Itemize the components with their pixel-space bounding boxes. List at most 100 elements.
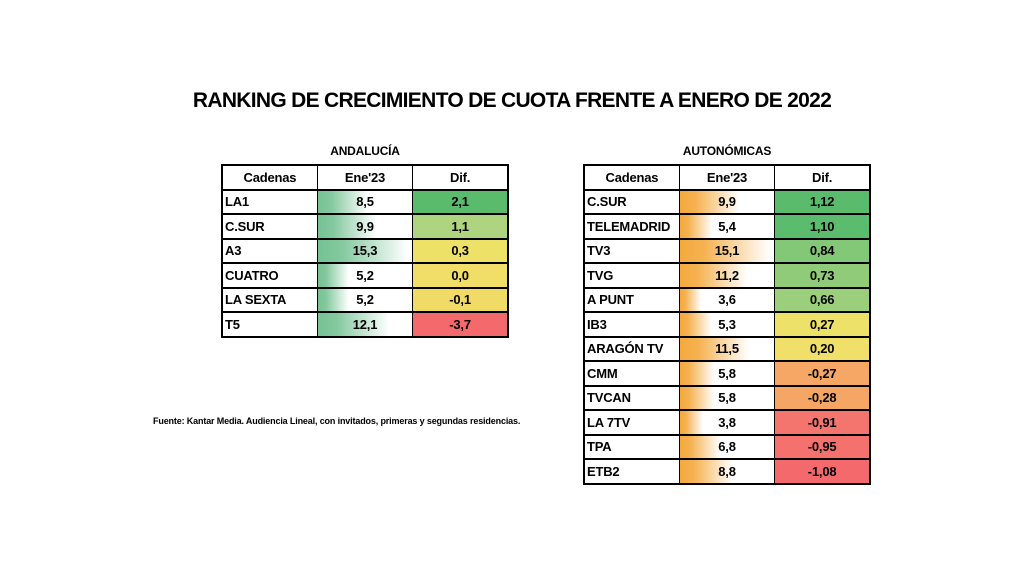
- share-value: 8,8: [718, 463, 736, 479]
- diff-cell: 2,1: [412, 188, 509, 215]
- share-data-bar: [680, 240, 774, 262]
- table-row: TVCAN 5,8 -0,28: [583, 384, 871, 411]
- table-row: LA SEXTA 5,2 -0,1: [221, 286, 509, 313]
- share-cell: 8,5: [316, 188, 414, 215]
- channel-name-cell: LA SEXTA: [221, 286, 318, 313]
- share-data-bar: [680, 264, 750, 286]
- share-cell: 11,2: [678, 262, 776, 289]
- diff-cell: -3,7: [412, 311, 509, 338]
- table-caption-autonomicas: AUTONÓMICAS: [682, 144, 772, 158]
- channel-name-cell: CMM: [583, 360, 680, 387]
- share-data-bar: [318, 264, 350, 286]
- share-value: 5,2: [356, 267, 374, 283]
- diff-cell: 0,20: [774, 335, 871, 362]
- share-cell: 5,2: [316, 286, 414, 313]
- diff-cell: 1,12: [774, 188, 871, 215]
- share-value: 5,4: [718, 218, 736, 234]
- share-cell: 9,9: [678, 188, 776, 215]
- column-header-ene23: Ene'23: [316, 164, 414, 191]
- channel-name-cell: TVCAN: [583, 384, 680, 411]
- share-value: 9,9: [718, 194, 736, 210]
- share-value: 15,1: [714, 243, 740, 259]
- share-value: 11,5: [715, 341, 739, 357]
- channel-name-cell: TPA: [583, 433, 680, 460]
- table-row: CUATRO 5,2 0,0: [221, 262, 509, 289]
- share-data-bar: [680, 362, 717, 384]
- diff-cell: 0,0: [412, 262, 509, 289]
- ranking-table-autonomicas: Cadenas Ene'23 Dif. C.SUR 9,9 1,12 TELEMADRID…: [583, 164, 871, 485]
- share-data-bar: [318, 289, 350, 311]
- share-data-bar: [318, 313, 393, 335]
- diff-cell: 1,10: [774, 213, 871, 240]
- table-row: TPA 6,8 -0,95: [583, 433, 871, 460]
- share-data-bar: [680, 313, 713, 335]
- table-row: T5 12,1 -3,7: [221, 311, 509, 338]
- diff-cell: 0,66: [774, 286, 871, 313]
- share-data-bar: [318, 240, 412, 262]
- table-row: TV3 15,1 0,84: [583, 237, 871, 264]
- column-header-ene23: Ene'23: [678, 164, 776, 191]
- share-cell: 3,8: [678, 409, 776, 436]
- share-data-bar: [318, 191, 371, 213]
- share-cell: 8,8: [678, 458, 776, 485]
- diff-cell: -0,1: [412, 286, 509, 313]
- share-cell: 11,5: [678, 335, 776, 362]
- share-data-bar: [680, 436, 723, 458]
- column-header-dif: Dif.: [412, 164, 509, 191]
- channel-name-cell: TV3: [583, 237, 680, 264]
- table-row: TELEMADRID 5,4 1,10: [583, 213, 871, 240]
- channel-name-cell: A PUNT: [583, 286, 680, 313]
- channel-name-cell: ETB2: [583, 458, 680, 485]
- channel-name-cell: CUATRO: [221, 262, 318, 289]
- share-value: 8,5: [356, 194, 374, 210]
- table-row: ARAGÓN TV 11,5 0,20: [583, 335, 871, 362]
- ranking-table-andalucia: Cadenas Ene'23 Dif. LA1 8,5 2,1 C.SUR 9,9 1,1 A3…: [221, 164, 509, 338]
- share-cell: 3,6: [678, 286, 776, 313]
- table-block-autonomicas: AUTONÓMICAS Cadenas Ene'23 Dif. C.SUR 9,9 1,…: [583, 144, 871, 485]
- diff-cell: -0,95: [774, 433, 871, 460]
- share-data-bar: [680, 338, 752, 360]
- share-data-bar: [680, 191, 742, 213]
- table-row: C.SUR 9,9 1,12: [583, 188, 871, 215]
- share-cell: 6,8: [678, 433, 776, 460]
- table-row: C.SUR 9,9 1,1: [221, 213, 509, 240]
- diff-cell: 0,27: [774, 311, 871, 338]
- table-row: A3 15,3 0,3: [221, 237, 509, 264]
- channel-name-cell: T5: [221, 311, 318, 338]
- share-cell: 5,8: [678, 360, 776, 387]
- channel-name-cell: TVG: [583, 262, 680, 289]
- channel-name-cell: C.SUR: [583, 188, 680, 215]
- share-data-bar: [680, 411, 704, 433]
- share-value: 3,6: [718, 292, 736, 308]
- column-header-cadenas: Cadenas: [221, 164, 318, 191]
- channel-name-cell: A3: [221, 237, 318, 264]
- header-row: Cadenas Ene'23 Dif.: [583, 164, 871, 191]
- share-value: 5,2: [356, 292, 374, 308]
- header-row: Cadenas Ene'23 Dif.: [221, 164, 509, 191]
- share-data-bar: [680, 460, 735, 482]
- share-data-bar: [318, 215, 379, 237]
- table-row: LA 7TV 3,8 -0,91: [583, 409, 871, 436]
- share-cell: 15,1: [678, 237, 776, 264]
- channel-name-cell: TELEMADRID: [583, 213, 680, 240]
- share-value: 5,8: [718, 365, 736, 381]
- page-title: RANKING DE CRECIMIENTO DE CUOTA FRENTE A…: [192, 89, 832, 112]
- table-row: CMM 5,8 -0,27: [583, 360, 871, 387]
- column-header-cadenas: Cadenas: [583, 164, 680, 191]
- channel-name-cell: LA1: [221, 188, 318, 215]
- channel-name-cell: ARAGÓN TV: [583, 335, 680, 362]
- share-cell: 5,3: [678, 311, 776, 338]
- share-value: 9,9: [356, 218, 374, 234]
- share-data-bar: [680, 289, 703, 311]
- table-row: LA1 8,5 2,1: [221, 188, 509, 215]
- share-cell: 12,1: [316, 311, 414, 338]
- table-row: A PUNT 3,6 0,66: [583, 286, 871, 313]
- share-value: 15,3: [352, 243, 378, 259]
- diff-cell: 1,1: [412, 213, 509, 240]
- diff-cell: -1,08: [774, 458, 871, 485]
- share-data-bar: [680, 387, 717, 409]
- share-value: 11,2: [715, 267, 739, 283]
- column-header-dif: Dif.: [774, 164, 871, 191]
- table-caption-andalucia: ANDALUCÍA: [330, 144, 400, 158]
- table-row: TVG 11,2 0,73: [583, 262, 871, 289]
